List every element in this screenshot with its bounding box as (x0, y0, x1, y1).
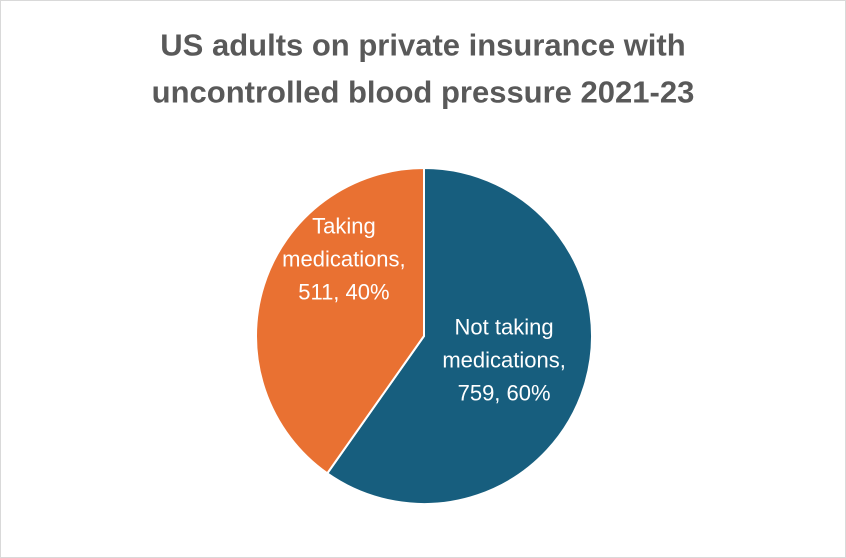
text-line: 511, 40% (298, 279, 389, 304)
text-line: medications, (442, 347, 566, 372)
data-label: Taking medications, 511, 40% (282, 213, 406, 304)
text-line: US adults on private insurance with (160, 28, 685, 63)
pie-slice (255, 166, 425, 475)
chart-title: US adults on private insurance with uncon… (152, 28, 695, 110)
text-line: 759, 60% (458, 380, 551, 405)
pie-slice (325, 166, 593, 505)
text-line: medications, (282, 246, 406, 271)
data-label: Not taking medications, 759, 60% (442, 314, 566, 405)
text-line: Not taking (455, 314, 554, 339)
text-line: Taking (312, 213, 376, 238)
text-line: uncontrolled blood pressure 2021-23 (152, 75, 695, 110)
